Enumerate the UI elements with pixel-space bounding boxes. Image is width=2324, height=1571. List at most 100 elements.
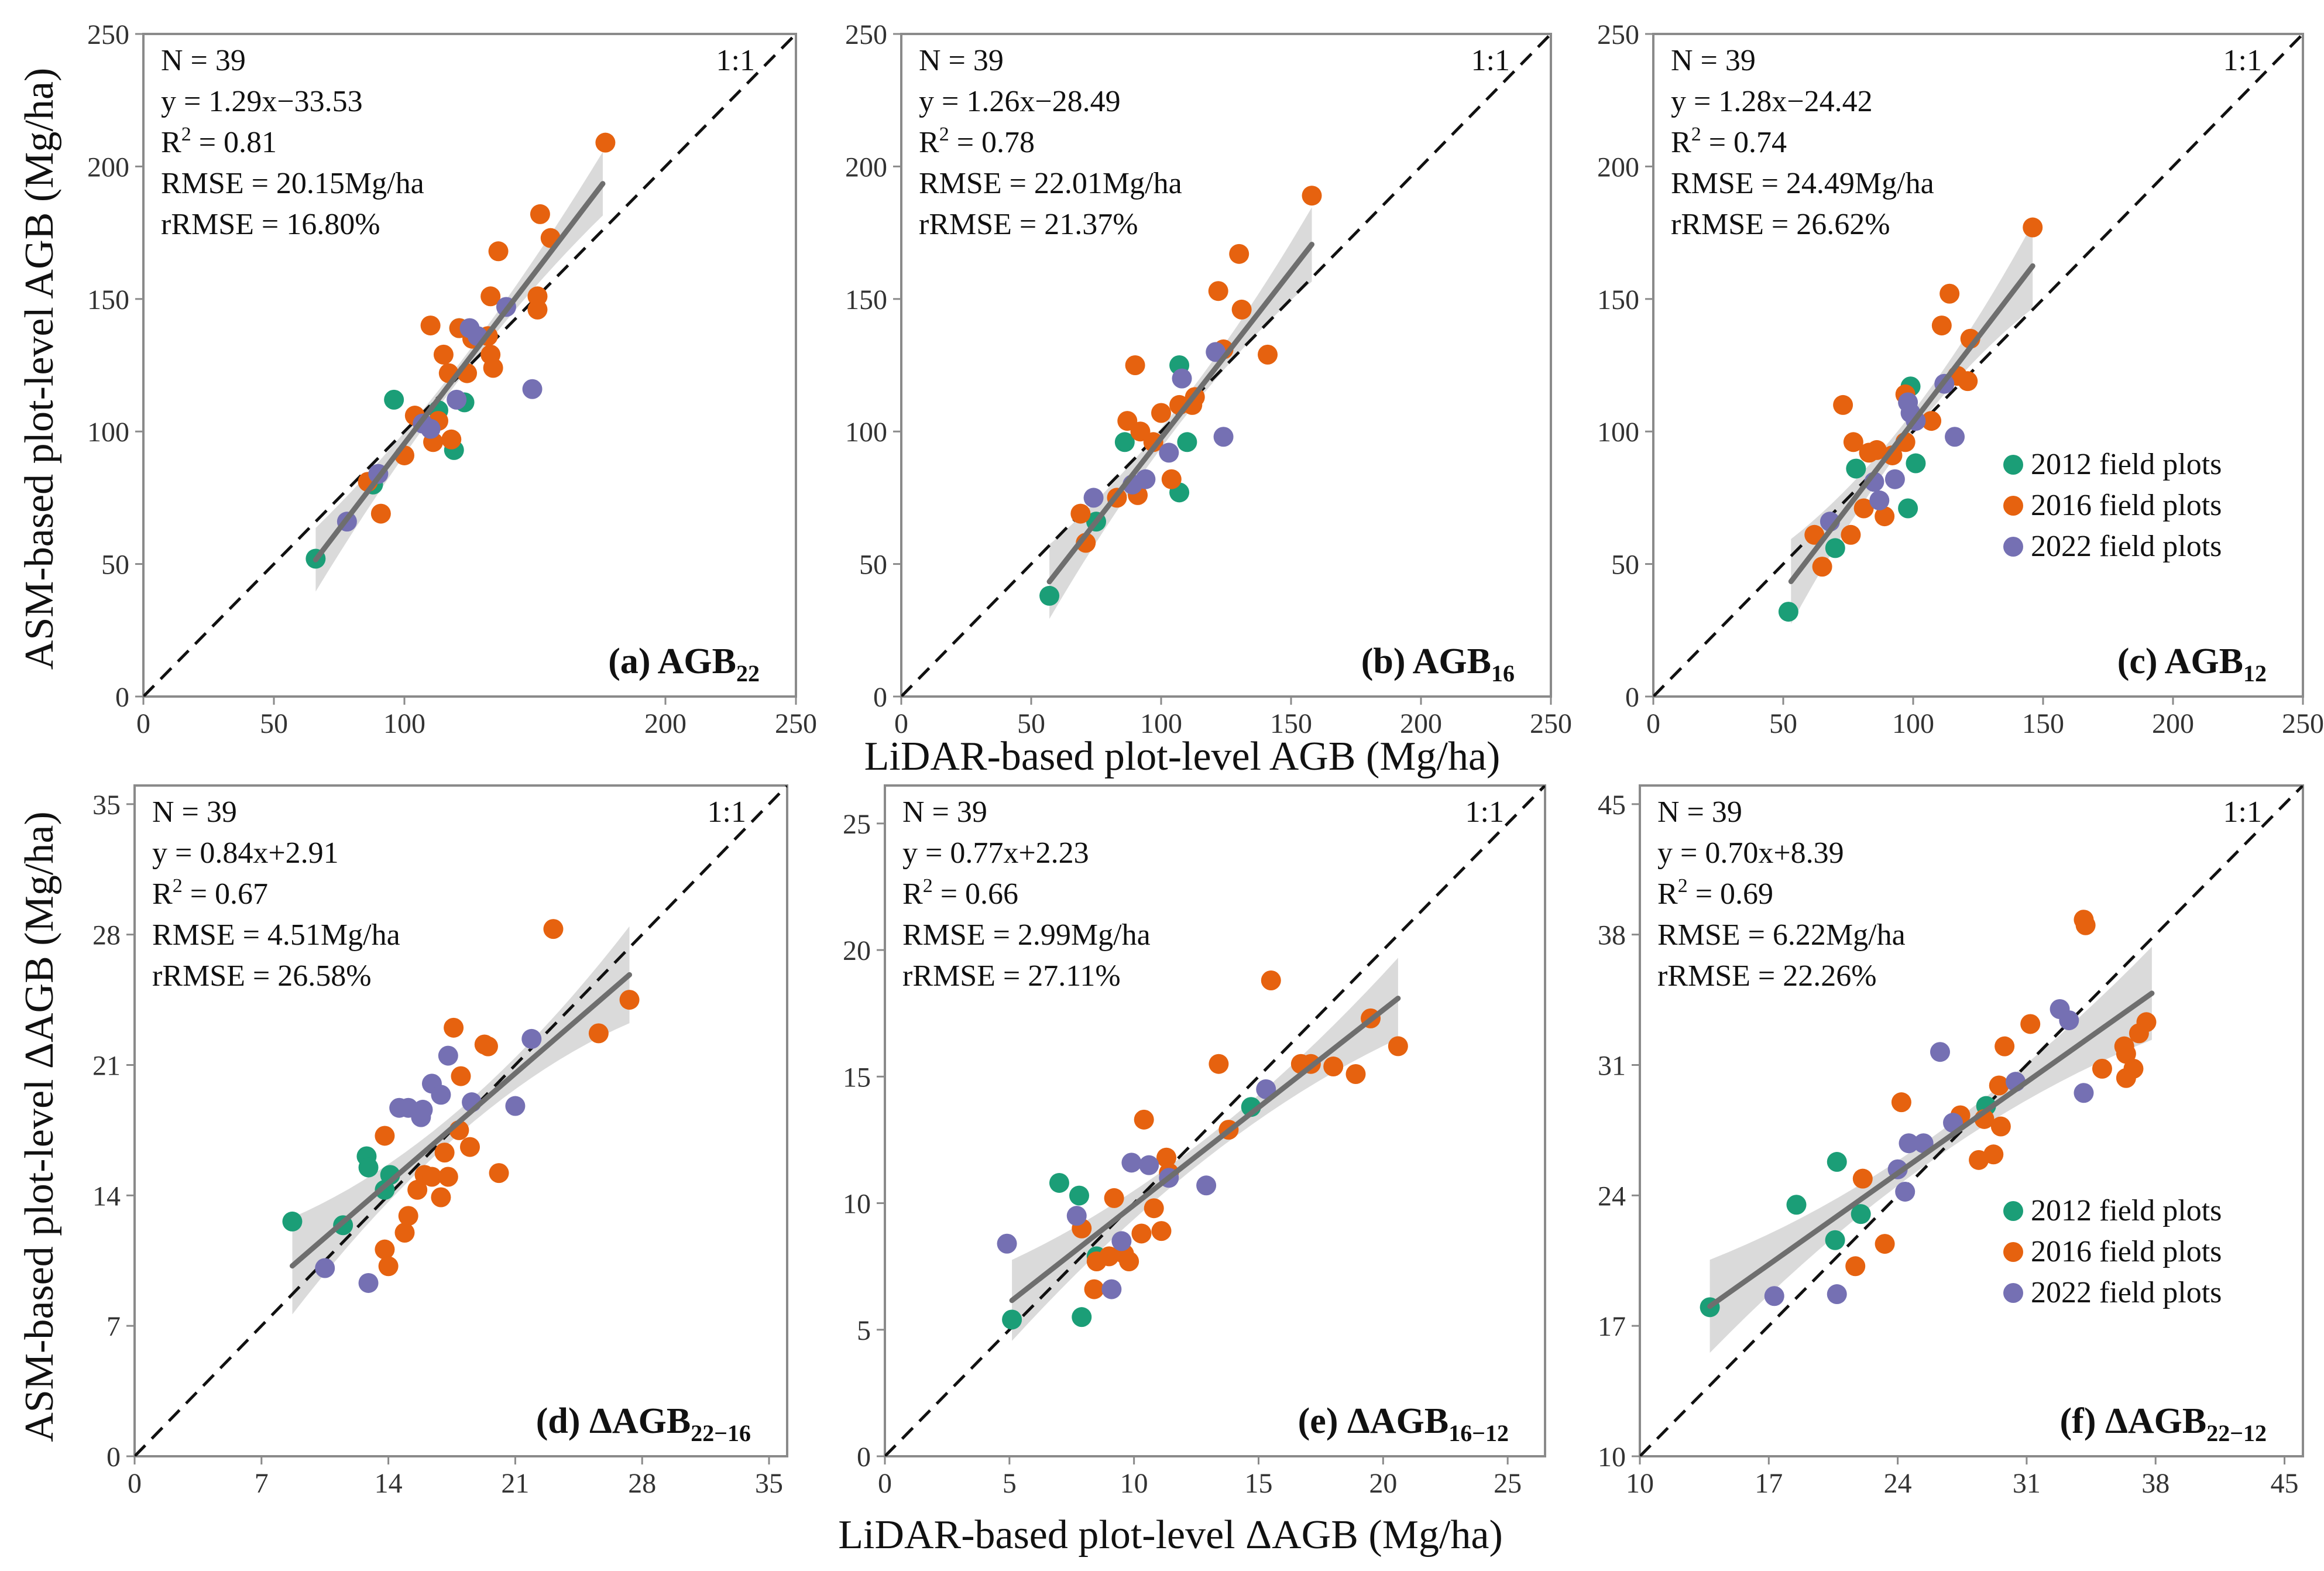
stat-line-f: rRMSE = 22.26% — [1657, 959, 1877, 993]
x-tick-label-d: 7 — [255, 1468, 269, 1499]
data-point-c — [1833, 395, 1853, 415]
data-point-b — [1213, 427, 1234, 447]
data-point-f — [1990, 1116, 2011, 1137]
data-point-a — [480, 286, 501, 307]
data-point-c — [1898, 498, 1918, 519]
data-point-d — [434, 1143, 455, 1163]
data-point-a — [433, 344, 454, 365]
y-tick-label-a: 0 — [115, 682, 129, 713]
data-point-b — [1208, 281, 1228, 301]
data-point-d — [505, 1096, 526, 1116]
x-tick-label-e: 0 — [878, 1468, 892, 1499]
panel-a: 0 50 100 200 250 0 50 100 150 200 250 N = 39 y = 1.2… — [87, 19, 817, 739]
stat-line-f: N = 39 — [1657, 795, 1742, 829]
stat-line-d: RMSE = 4.51Mg/ha — [152, 918, 400, 952]
data-point-f — [2092, 1058, 2112, 1079]
y-tick-label-c: 200 — [1597, 152, 1639, 183]
x-tick-label-d: 21 — [501, 1468, 529, 1499]
stat-line-f: RMSE = 6.22Mg/ha — [1657, 918, 1906, 952]
data-point-b — [1161, 469, 1182, 489]
stat-line-d: R2 = 0.67 — [152, 875, 268, 911]
x-tick-label-e: 5 — [1003, 1468, 1017, 1499]
data-point-e — [1069, 1185, 1090, 1206]
data-point-e — [1323, 1057, 1344, 1077]
x-tick-label-f: 31 — [2013, 1468, 2041, 1499]
data-point-f — [1930, 1042, 1950, 1062]
data-point-e — [1072, 1307, 1092, 1328]
legend-label: 2022 field plots — [2031, 530, 2222, 563]
regression-line-f — [1707, 990, 2155, 1309]
data-point-d — [438, 1045, 458, 1066]
data-point-b — [1206, 342, 1226, 362]
y-tick-label-b: 150 — [845, 284, 887, 315]
x-tick-label-e: 20 — [1369, 1468, 1397, 1499]
x-tick-label-b: 200 — [1400, 708, 1442, 739]
stat-line-e: R2 = 0.66 — [902, 875, 1018, 911]
data-point-d — [451, 1066, 471, 1086]
y-tick-label-e: 5 — [857, 1315, 871, 1346]
data-point-b — [1159, 443, 1179, 463]
data-point-e — [1345, 1064, 1366, 1084]
data-point-d — [459, 1137, 480, 1157]
data-point-d — [431, 1085, 451, 1105]
data-point-c — [1906, 453, 1926, 474]
y-tick-label-c: 150 — [1597, 284, 1639, 315]
x-tick-label-f: 10 — [1626, 1468, 1654, 1499]
stat-line-e: N = 39 — [902, 795, 987, 829]
x-tick-label-b: 100 — [1140, 708, 1182, 739]
data-point-c — [1812, 557, 1832, 577]
data-point-b — [1039, 585, 1060, 606]
x-tick-label-d: 0 — [128, 1468, 142, 1499]
panel-f: 10 17 24 31 38 45 10 17 24 31 38 45 N = 39 y = 0.70x+… — [1598, 784, 2304, 1499]
data-point-d — [588, 1023, 609, 1044]
data-point-e — [1131, 1223, 1152, 1244]
data-point-f — [1845, 1256, 1866, 1277]
data-point-e — [1066, 1206, 1087, 1226]
data-point-b — [1302, 186, 1322, 206]
x-tick-label-c: 150 — [2022, 708, 2064, 739]
legend-marker — [2003, 455, 2023, 475]
regression-line-e — [1009, 996, 1401, 1304]
data-point-f — [2075, 915, 2096, 935]
y-tick-label-d: 28 — [92, 920, 121, 951]
data-point-a — [483, 358, 503, 378]
stat-line-b: y = 1.26x−28.49 — [919, 85, 1121, 118]
x-axis-label-bottom: LiDAR-based plot-level ΔAGB (Mg/ha) — [838, 1512, 1503, 1558]
data-point-c — [1945, 427, 1965, 447]
data-point-f — [2136, 1012, 2157, 1033]
data-point-b — [1114, 432, 1135, 452]
data-point-d — [489, 1163, 509, 1184]
x-tick-label-e: 10 — [1120, 1468, 1148, 1499]
one-to-one-label-d: 1:1 — [708, 795, 746, 829]
legend-label: 2012 field plots — [2031, 1194, 2222, 1227]
data-point-f — [1899, 1133, 1919, 1154]
plot-frame-f — [1639, 784, 2304, 1457]
data-point-f — [1875, 1234, 1895, 1254]
legend-marker — [2003, 1201, 2023, 1221]
one-to-one-label-f: 1:1 — [2223, 795, 2262, 829]
stat-line-a: y = 1.29x−33.53 — [161, 85, 363, 118]
data-point-d — [398, 1206, 418, 1226]
data-point-d — [421, 1167, 442, 1187]
data-point-c — [1843, 432, 1863, 452]
data-point-d — [619, 990, 640, 1010]
panel-title-e: (e) ΔAGB16−12 — [1298, 1401, 1509, 1446]
one-to-one-label-c: 1:1 — [2223, 44, 2262, 77]
data-point-d — [438, 1167, 458, 1187]
y-tick-label-d: 14 — [92, 1181, 121, 1212]
y-tick-label-b: 250 — [845, 19, 887, 50]
legend-label: 2022 field plots — [2031, 1276, 2222, 1309]
data-point-c — [1825, 538, 1845, 558]
y-tick-label-f: 24 — [1598, 1181, 1626, 1212]
stat-line-c: R2 = 0.74 — [1671, 124, 1787, 159]
panel-title-c: (c) AGB12 — [2117, 642, 2267, 687]
stat-line-b: RMSE = 22.01Mg/ha — [919, 167, 1182, 200]
data-point-a — [441, 429, 462, 450]
data-point-f — [2114, 1036, 2134, 1057]
legend-marker — [2003, 1283, 2023, 1303]
data-point-f — [1851, 1204, 1871, 1224]
panel-title-b: (b) AGB16 — [1361, 642, 1515, 687]
legend-marker — [2003, 537, 2023, 557]
data-point-f — [1764, 1286, 1784, 1306]
